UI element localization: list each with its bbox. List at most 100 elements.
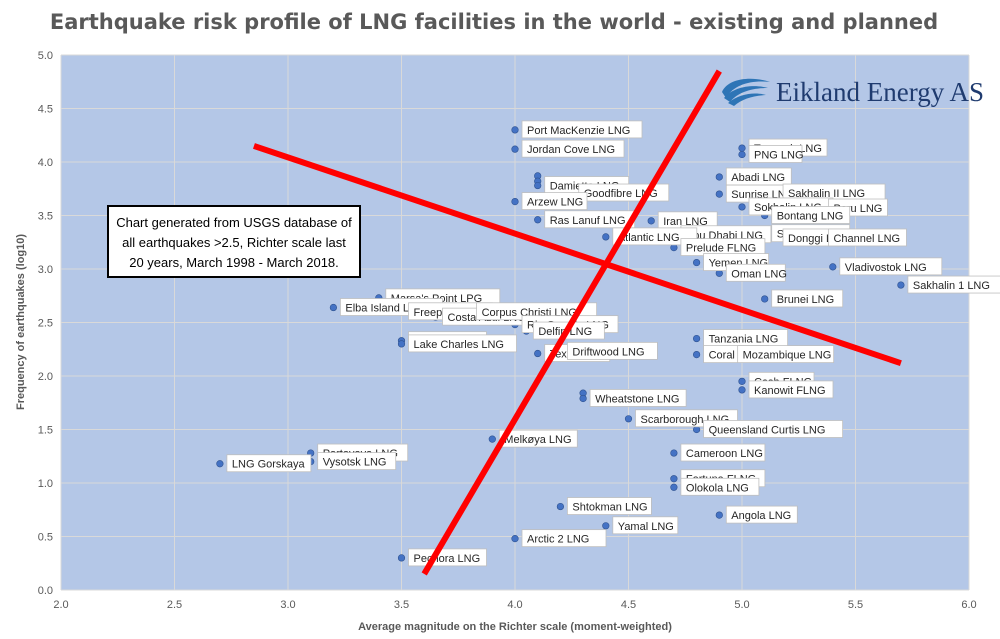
note-line-3: 20 years, March 1998 - March 2018. bbox=[129, 255, 339, 270]
point-label: Jordan Cove LNG bbox=[521, 139, 625, 158]
point-label-text: Mozambique LNG bbox=[743, 350, 832, 362]
point-label: Tanzania LNG bbox=[703, 329, 788, 347]
note-line-1: Chart generated from USGS database of bbox=[116, 215, 352, 230]
point-label-text: Abadi LNG bbox=[731, 172, 785, 184]
data-point bbox=[511, 535, 519, 543]
point-label-box bbox=[725, 505, 798, 524]
point-label-text: Wheatstone LNG bbox=[595, 393, 679, 405]
point-label: Brunei LNG bbox=[771, 289, 844, 308]
data-point bbox=[397, 340, 406, 348]
point-label: LNG Gorskaya bbox=[226, 454, 312, 473]
point-label-text: Yamal LNG bbox=[618, 521, 674, 533]
data-point bbox=[624, 415, 633, 423]
point-label-text: Queensland Curtis LNG bbox=[709, 425, 826, 437]
y-tick-label: 1.5 bbox=[38, 425, 53, 437]
point-label: Arzew LNG bbox=[521, 192, 588, 210]
y-tick-label: 1.0 bbox=[38, 478, 53, 490]
point-label: Kanowit FLNG bbox=[748, 380, 834, 399]
x-axis-title: Average magnitude on the Richter scale (… bbox=[358, 621, 672, 633]
point-label-text: Channel LNG bbox=[833, 233, 900, 245]
point-label-text: Jordan Cove LNG bbox=[527, 144, 615, 156]
x-tick-label: 5.5 bbox=[848, 599, 863, 611]
brand-logo: Eikland Energy AS bbox=[722, 77, 984, 107]
point-label: Prelude FLNG bbox=[680, 238, 766, 257]
point-label-text: Kanowit FLNG bbox=[754, 385, 826, 397]
data-point bbox=[692, 334, 701, 343]
data-point bbox=[670, 483, 678, 491]
point-label-text: Arzew LNG bbox=[527, 197, 583, 209]
x-tick-label: 4.0 bbox=[507, 599, 522, 611]
point-label: Ras Lanuf LNG bbox=[544, 210, 636, 229]
point-label: Queensland Curtis LNG bbox=[703, 420, 843, 438]
y-tick-label: 0.0 bbox=[38, 585, 53, 597]
point-label: Bontang LNG bbox=[771, 206, 851, 224]
point-label-text: Goodfibre LNG bbox=[584, 188, 658, 200]
point-label-box bbox=[567, 497, 652, 515]
data-point bbox=[511, 126, 519, 134]
point-label: Atlantic LNG bbox=[612, 227, 698, 246]
y-axis-title: Frequency of earthquakes (log10) bbox=[15, 234, 27, 410]
point-label: Melkøya LNG bbox=[498, 429, 578, 448]
data-point bbox=[738, 150, 746, 159]
point-label-text: Arctic 2 LNG bbox=[527, 534, 589, 546]
y-tick-label: 2.0 bbox=[38, 371, 53, 383]
data-point bbox=[738, 203, 746, 211]
point-label-text: Oman LNG bbox=[731, 268, 787, 280]
point-label-box bbox=[612, 227, 698, 246]
note-line-2: all earthquakes >2.5, Richter scale last bbox=[122, 235, 346, 250]
y-tick-label: 4.0 bbox=[38, 157, 53, 169]
point-label-box bbox=[737, 345, 835, 364]
point-label-text: Cameroon LNG bbox=[686, 448, 763, 460]
point-label-text: Atlantic LNG bbox=[618, 232, 680, 244]
swoosh-logo-icon bbox=[722, 78, 770, 106]
data-point bbox=[670, 449, 678, 457]
point-label-box bbox=[907, 275, 1000, 294]
point-label: Port MacKenzie LNG bbox=[521, 120, 643, 139]
point-label-box bbox=[748, 380, 834, 399]
data-point bbox=[534, 349, 542, 358]
y-tick-label: 3.5 bbox=[38, 211, 53, 223]
point-label-box bbox=[521, 192, 588, 210]
data-point bbox=[647, 217, 655, 225]
x-tick-label: 3.0 bbox=[280, 599, 295, 611]
point-label: Channel LNG bbox=[828, 228, 907, 247]
point-label-box bbox=[521, 139, 625, 158]
annotation-lines bbox=[252, 69, 902, 576]
x-tick-label: 3.5 bbox=[394, 599, 409, 611]
x-tick-label: 2.0 bbox=[53, 599, 68, 611]
point-label-text: Tanzania LNG bbox=[709, 334, 779, 346]
point-label-text: Olokola LNG bbox=[686, 482, 749, 494]
point-label-text: Melkøya LNG bbox=[504, 434, 571, 446]
point-label-text: Driftwood LNG bbox=[572, 346, 644, 358]
point-label-box bbox=[725, 263, 786, 282]
x-tick-label: 6.0 bbox=[961, 599, 976, 611]
point-label-box bbox=[680, 443, 766, 462]
data-point bbox=[579, 394, 587, 403]
point-label: Arctic 2 LNG bbox=[521, 529, 607, 548]
point-label-text: LNG Gorskaya bbox=[232, 459, 306, 471]
y-tick-label: 0.5 bbox=[38, 532, 53, 544]
point-label-text: Vysotsk LNG bbox=[323, 457, 387, 469]
y-tick-label: 3.0 bbox=[38, 264, 53, 276]
point-label-text: PNG LNG bbox=[754, 150, 804, 162]
point-label-text: Brunei LNG bbox=[777, 294, 834, 306]
point-label: Oman LNG bbox=[725, 263, 787, 282]
point-label-box bbox=[771, 206, 851, 224]
point-label-box bbox=[703, 420, 843, 438]
point-label: Wheatstone LNG bbox=[589, 389, 687, 407]
point-label-box bbox=[589, 389, 687, 407]
point-label-box bbox=[748, 145, 803, 163]
y-tick-label: 2.5 bbox=[38, 318, 53, 330]
data-point bbox=[692, 258, 701, 267]
point-label-box bbox=[317, 452, 397, 471]
point-label-box bbox=[521, 529, 607, 548]
data-point bbox=[670, 475, 678, 483]
point-label-text: Bontang LNG bbox=[777, 211, 844, 223]
x-tick-label: 4.5 bbox=[621, 599, 636, 611]
data-point bbox=[556, 502, 565, 511]
data-point bbox=[692, 351, 701, 359]
point-label-text: Prelude FLNG bbox=[686, 243, 756, 255]
y-tick-label: 5.0 bbox=[38, 50, 53, 62]
point-label-box bbox=[521, 120, 643, 139]
